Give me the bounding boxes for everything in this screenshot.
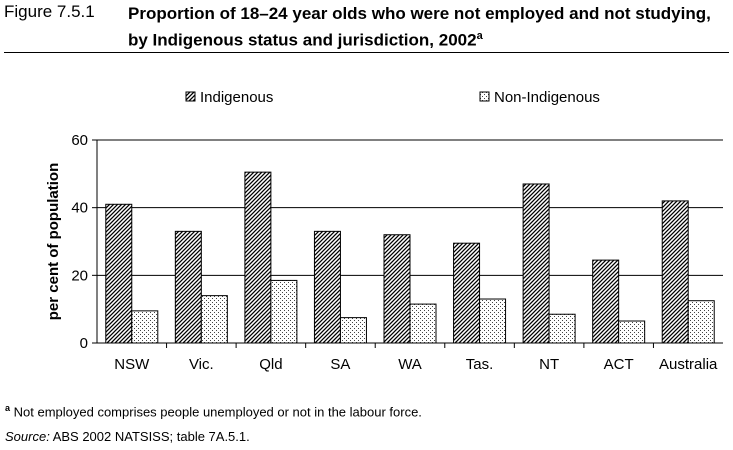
x-tick-label: Tas. [466,356,494,373]
y-axis-title: per cent of population [45,163,62,321]
bar-non-indigenous [479,298,507,344]
bar-indigenous [244,171,272,344]
x-tick-label: Qld [259,356,282,373]
source-label: Source: [5,429,50,444]
legend-swatch-non-indigenous [479,91,490,102]
bar-indigenous [661,200,689,344]
figure-number: Figure 7.5.1 [4,2,95,21]
bar-non-indigenous [618,320,646,344]
bar-non-indigenous [687,300,715,344]
bar-indigenous [592,259,620,344]
bar-indigenous [522,183,550,344]
figure-title: Proportion of 18–24 year olds who were n… [128,2,728,52]
bar-indigenous [313,230,341,344]
figure-title-footnote-marker: a [476,30,483,42]
y-tick-label: 60 [71,132,88,149]
y-tick-label: 0 [80,335,88,352]
figure-title-text: Proportion of 18–24 year olds who were n… [128,4,711,50]
footnote: a Not employed comprises people unemploy… [5,403,422,419]
y-tick-label: 40 [71,200,88,217]
legend-label-non-indigenous: Non-Indigenous [494,89,600,106]
bar-non-indigenous [270,279,298,344]
bar-chart: 0 20 40 60 NSW Vic. Qld SA WA Tas. NT ACT Australia p… [45,89,723,373]
bar-non-indigenous [131,310,159,344]
x-tick-label: SA [330,356,350,373]
x-tick-label: WA [398,356,422,373]
x-tick-label: Australia [659,356,718,373]
bar-indigenous [383,234,411,344]
bar-non-indigenous [200,295,228,344]
source-text: ABS 2002 NATSISS; table 7A.5.1. [49,429,250,444]
bar-non-indigenous [339,317,367,344]
bar-non-indigenous [409,303,437,344]
bar-indigenous [174,230,202,344]
legend-swatch-indigenous [185,91,196,102]
footnote-marker: a [5,403,11,413]
y-tick-label: 20 [71,267,88,284]
x-tick-label: NT [539,356,559,373]
legend-label-indigenous: Indigenous [200,89,273,106]
bar-indigenous [453,242,481,344]
footnote-text: Not employed comprises people unemployed… [10,404,422,420]
bar-indigenous [105,203,133,344]
header-rule [4,52,729,53]
x-tick-label: NSW [114,356,150,373]
x-tick-label: ACT [604,356,634,373]
x-tick-label: Vic. [189,356,214,373]
bar-non-indigenous [548,313,576,344]
source-note: Source: ABS 2002 NATSISS; table 7A.5.1. [5,429,250,444]
